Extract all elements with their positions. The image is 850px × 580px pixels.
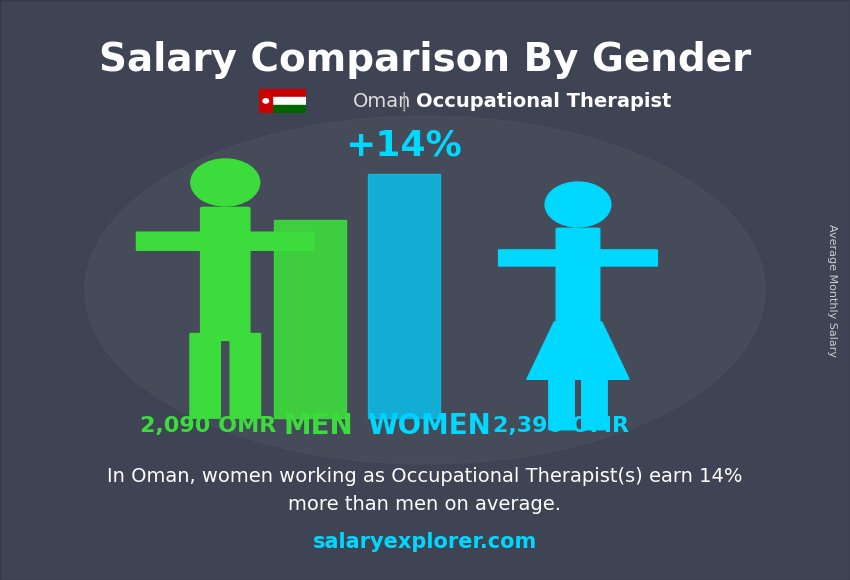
Text: Average Monthly Salary: Average Monthly Salary	[827, 223, 837, 357]
FancyBboxPatch shape	[499, 250, 558, 266]
Circle shape	[190, 159, 260, 206]
Polygon shape	[527, 322, 629, 379]
FancyBboxPatch shape	[201, 208, 250, 340]
Ellipse shape	[85, 116, 765, 464]
Text: 2,390 OMR: 2,390 OMR	[493, 416, 629, 436]
FancyBboxPatch shape	[598, 250, 657, 266]
Text: salaryexplorer.com: salaryexplorer.com	[313, 532, 537, 552]
FancyBboxPatch shape	[230, 334, 260, 418]
Text: +14%: +14%	[345, 128, 462, 162]
Text: |: |	[400, 92, 407, 111]
Text: Occupational Therapist: Occupational Therapist	[416, 92, 672, 111]
Text: WOMEN: WOMEN	[367, 412, 491, 440]
Text: Oman: Oman	[353, 92, 411, 111]
FancyBboxPatch shape	[190, 334, 220, 418]
Circle shape	[545, 182, 611, 227]
Bar	[367, 174, 440, 418]
Bar	[259, 105, 306, 113]
Bar	[259, 89, 273, 113]
Bar	[259, 89, 306, 97]
Bar	[274, 220, 347, 418]
FancyBboxPatch shape	[247, 232, 314, 251]
Circle shape	[263, 99, 269, 103]
Bar	[259, 97, 306, 105]
Text: In Oman, women working as Occupational Therapist(s) earn 14%
more than men on av: In Oman, women working as Occupational T…	[107, 467, 743, 514]
Text: MEN: MEN	[284, 412, 354, 440]
Text: Salary Comparison By Gender: Salary Comparison By Gender	[99, 41, 751, 79]
FancyBboxPatch shape	[137, 232, 203, 251]
FancyBboxPatch shape	[549, 376, 575, 430]
FancyBboxPatch shape	[556, 229, 600, 325]
Text: 2,090 OMR: 2,090 OMR	[140, 416, 276, 436]
FancyBboxPatch shape	[581, 376, 607, 430]
